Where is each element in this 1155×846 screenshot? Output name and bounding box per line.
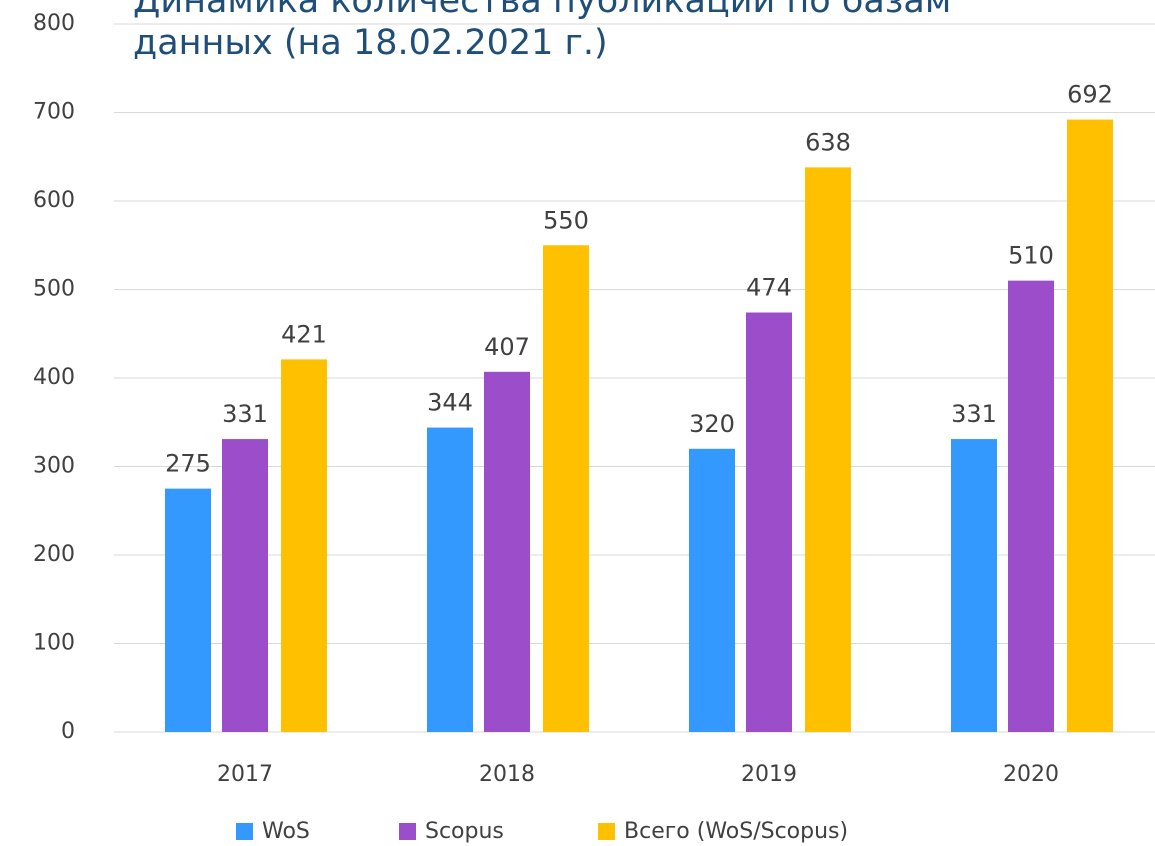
y-tick-label: 0 <box>61 719 75 744</box>
bar <box>1008 280 1054 732</box>
bar <box>484 371 530 732</box>
x-tick-label: 2017 <box>217 762 273 787</box>
chart-title: Динамика количества публикаций по базам … <box>133 0 952 63</box>
value-label: 344 <box>427 389 473 417</box>
x-tick-label: 2020 <box>1003 762 1059 787</box>
value-label: 320 <box>689 410 735 438</box>
bar <box>427 427 473 732</box>
bar <box>543 245 589 732</box>
value-label: 275 <box>165 450 211 478</box>
x-tick-label: 2019 <box>741 762 797 787</box>
bar <box>951 439 997 732</box>
legend-label: Scopus <box>425 819 504 844</box>
y-tick-label: 200 <box>33 542 75 567</box>
value-label: 407 <box>484 333 530 361</box>
bar <box>1067 119 1113 732</box>
bar <box>281 359 327 732</box>
x-tick-label: 2018 <box>479 762 535 787</box>
legend-swatch <box>598 823 615 840</box>
value-label: 421 <box>281 320 327 348</box>
bar <box>222 439 268 732</box>
bar <box>746 312 792 732</box>
value-label: 550 <box>543 206 589 234</box>
y-tick-label: 600 <box>33 188 75 213</box>
legend-swatch <box>236 823 253 840</box>
value-label: 331 <box>951 400 997 428</box>
y-tick-label: 700 <box>33 100 75 125</box>
value-label: 692 <box>1067 81 1113 109</box>
y-tick-label: 400 <box>33 365 75 390</box>
value-label: 331 <box>222 400 268 428</box>
y-tick-label: 800 <box>33 11 75 36</box>
y-tick-label: 300 <box>33 454 75 479</box>
bar <box>165 488 211 732</box>
value-label: 510 <box>1008 242 1054 270</box>
bar <box>689 448 735 732</box>
legend-label: WoS <box>262 819 310 844</box>
value-label: 474 <box>746 274 792 302</box>
legend-label: Всего (WoS/Scopus) <box>624 819 848 844</box>
bar <box>805 167 851 732</box>
y-tick-label: 100 <box>33 631 75 656</box>
value-label: 638 <box>805 128 851 156</box>
legend-swatch <box>399 823 416 840</box>
y-tick-label: 500 <box>33 277 75 302</box>
